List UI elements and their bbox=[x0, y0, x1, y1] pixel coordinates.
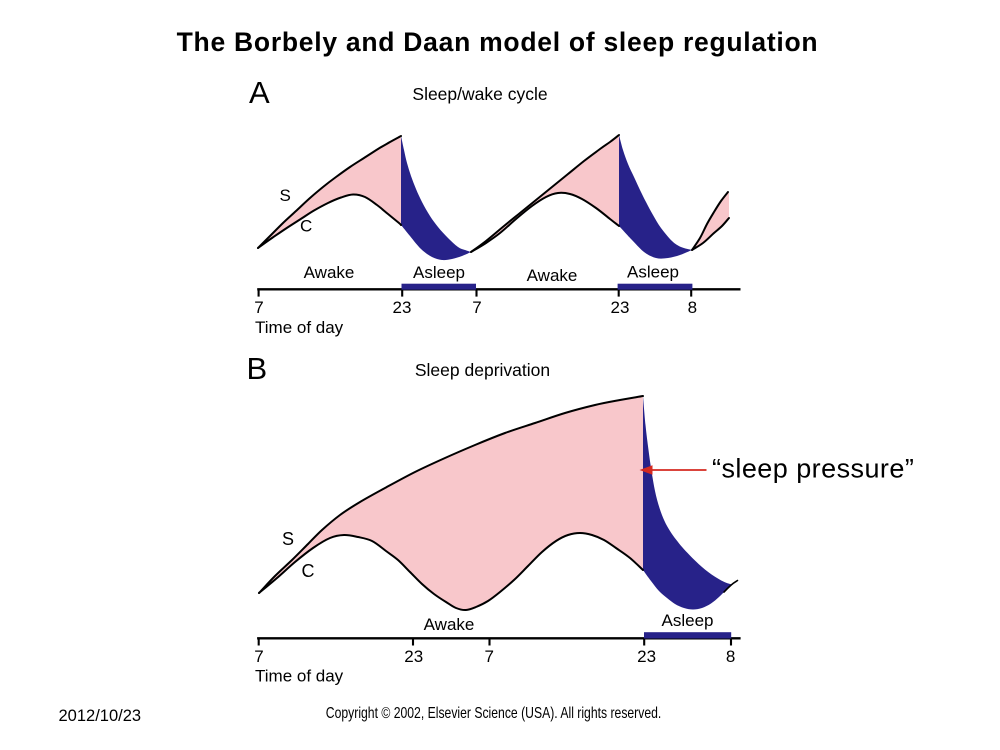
svg-text:C: C bbox=[302, 561, 315, 581]
svg-text:Copyright © 2002, Elsevier Sci: Copyright © 2002, Elsevier Science (USA)… bbox=[326, 705, 661, 723]
svg-text:C: C bbox=[300, 217, 312, 236]
svg-text:8: 8 bbox=[726, 647, 735, 666]
svg-text:23: 23 bbox=[393, 298, 412, 317]
svg-text:“sleep pressure”: “sleep pressure” bbox=[712, 454, 914, 484]
svg-text:Time of day: Time of day bbox=[255, 667, 344, 686]
svg-text:Sleep/wake cycle: Sleep/wake cycle bbox=[412, 84, 547, 104]
svg-text:7: 7 bbox=[472, 298, 481, 317]
svg-text:A: A bbox=[249, 75, 270, 110]
svg-text:23: 23 bbox=[611, 298, 630, 317]
svg-text:2012/10/23: 2012/10/23 bbox=[59, 707, 142, 725]
svg-text:23: 23 bbox=[404, 647, 423, 666]
svg-text:7: 7 bbox=[254, 298, 263, 317]
svg-text:7: 7 bbox=[254, 647, 263, 666]
svg-text:23: 23 bbox=[637, 647, 656, 666]
svg-text:Awake: Awake bbox=[304, 263, 355, 282]
svg-text:Time of day: Time of day bbox=[255, 318, 344, 337]
svg-text:S: S bbox=[282, 529, 294, 549]
svg-text:B: B bbox=[247, 351, 268, 386]
svg-text:Sleep deprivation: Sleep deprivation bbox=[415, 360, 550, 380]
svg-text:Awake: Awake bbox=[527, 266, 578, 285]
svg-text:Awake: Awake bbox=[424, 615, 475, 634]
svg-text:Asleep: Asleep bbox=[627, 263, 679, 282]
svg-text:The Borbely and Daan model of: The Borbely and Daan model of sleep regu… bbox=[177, 27, 819, 57]
svg-text:7: 7 bbox=[484, 647, 493, 666]
svg-text:8: 8 bbox=[688, 298, 697, 317]
svg-text:Asleep: Asleep bbox=[413, 263, 465, 282]
svg-text:Asleep: Asleep bbox=[662, 611, 714, 630]
svg-text:S: S bbox=[280, 186, 291, 205]
